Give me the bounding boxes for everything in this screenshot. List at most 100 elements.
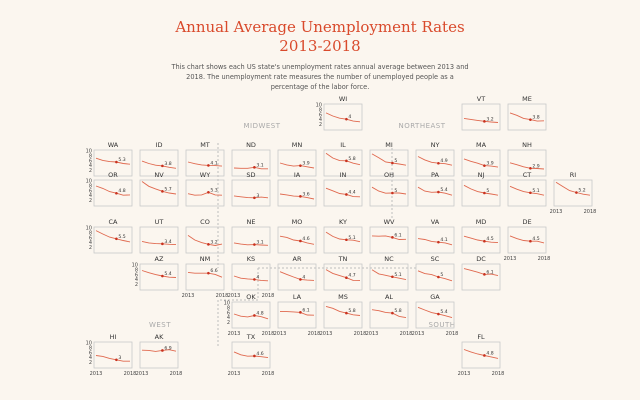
state-label-mi: MI — [385, 141, 393, 149]
state-label-or: OR — [108, 171, 118, 179]
state-point-ks — [253, 278, 256, 281]
y-tick-wi-6: 6 — [319, 112, 322, 118]
state-line-ar — [279, 271, 315, 281]
state-line-wv — [371, 235, 407, 240]
state-line-sc — [417, 270, 453, 282]
state-frame-ks — [231, 263, 271, 291]
state-point-pa — [437, 190, 440, 194]
y-tick-hi-6: 6 — [89, 350, 92, 356]
state-line-tn — [325, 269, 361, 282]
state-value-nd: 3.1 — [256, 162, 263, 168]
y-tick-hi-10: 10 — [86, 341, 92, 347]
state-value-va: 4.1 — [440, 237, 447, 243]
state-value-nh: 2.9 — [532, 163, 539, 169]
state-value-ny: 4.9 — [440, 158, 447, 164]
state-point-ak — [161, 349, 164, 352]
state-label-ms: MS — [338, 293, 348, 301]
y-tick-az-6: 6 — [135, 272, 138, 278]
state-line-ia — [279, 193, 315, 200]
y-tick-wa-2: 2 — [89, 168, 92, 174]
state-point-wa — [115, 160, 118, 164]
state-label-sd: SD — [246, 171, 255, 179]
state-line-ut — [141, 240, 177, 246]
state-frame-al — [369, 301, 409, 329]
state-frame-nh — [507, 149, 547, 177]
state-point-nc — [391, 275, 394, 279]
x-tick-la-end: 2018 — [308, 331, 321, 337]
state-frame-nj — [461, 179, 501, 207]
state-label-tx: TX — [246, 333, 256, 341]
state-point-al — [391, 311, 394, 315]
state-value-ut: 3.4 — [164, 239, 171, 245]
state-line-nh — [509, 162, 545, 170]
state-value-ok: 4.8 — [256, 310, 263, 316]
state-frame-ky — [323, 226, 363, 254]
x-tick-nm-start: 2013 — [182, 293, 195, 299]
state-label-md: MD — [476, 218, 487, 226]
state-frame-ak — [139, 341, 179, 369]
x-tick-ri-end: 2018 — [584, 209, 597, 215]
state-label-wy: WY — [200, 171, 210, 179]
x-tick-la-start: 2013 — [274, 331, 287, 337]
state-point-nd — [253, 166, 256, 169]
state-label-ok: OK — [246, 293, 256, 301]
state-label-tn: TN — [338, 255, 348, 263]
state-frame-vt — [461, 103, 501, 131]
x-tick-hi-start: 2013 — [90, 371, 103, 377]
state-point-va — [437, 240, 440, 244]
state-value-sd: 3 — [256, 193, 259, 199]
state-line-nv — [141, 181, 177, 195]
state-point-me — [529, 118, 532, 121]
state-frame-ri — [553, 179, 593, 207]
state-label-nd: ND — [246, 141, 256, 149]
y-tick-hi-4: 4 — [89, 355, 92, 361]
y-tick-wi-8: 8 — [319, 108, 322, 114]
y-tick-ca-10: 10 — [86, 226, 92, 232]
x-tick-de-start: 2013 — [504, 256, 517, 262]
state-label-ne: NE — [247, 218, 256, 226]
state-label-wa: WA — [108, 141, 119, 149]
y-tick-ok-2: 2 — [227, 320, 230, 326]
state-frame-la — [277, 301, 317, 329]
state-value-tn: 4.7 — [348, 273, 355, 279]
y-tick-hi-2: 2 — [89, 360, 92, 366]
state-frame-or — [93, 179, 133, 207]
state-value-wy: 5.3 — [210, 187, 217, 193]
state-line-in — [325, 187, 361, 198]
state-line-al — [371, 309, 407, 319]
state-frame-ut — [139, 226, 179, 254]
state-value-or: 4.8 — [118, 188, 125, 194]
state-frame-ms — [323, 301, 363, 329]
x-tick-ks-start: 2013 — [228, 293, 241, 299]
state-line-ok — [233, 313, 269, 320]
state-point-or — [115, 191, 118, 195]
state-frame-ga — [415, 301, 455, 329]
y-tick-az-8: 8 — [135, 268, 138, 274]
state-frame-il — [323, 149, 363, 177]
state-point-tx — [253, 354, 256, 358]
y-tick-or-10: 10 — [86, 179, 92, 185]
state-frame-fl — [461, 341, 501, 369]
state-point-ky — [345, 238, 348, 242]
y-tick-ca-8: 8 — [89, 231, 92, 237]
state-value-me: 3.8 — [532, 115, 539, 121]
state-label-me: ME — [522, 95, 532, 103]
state-point-az — [161, 274, 164, 278]
state-frame-nv — [139, 179, 179, 207]
state-value-il: 5.8 — [348, 156, 355, 162]
state-point-mo — [299, 239, 302, 243]
state-value-nj: 5 — [486, 188, 489, 194]
state-frame-va — [415, 226, 455, 254]
state-line-oh — [371, 186, 407, 195]
state-label-ar: AR — [293, 255, 302, 263]
state-line-ri — [555, 181, 591, 196]
state-label-ky: KY — [339, 218, 347, 226]
state-frame-nc — [369, 263, 409, 291]
x-tick-ks-end: 2018 — [262, 293, 275, 299]
state-line-va — [417, 238, 453, 246]
region-label-west: WEST — [149, 321, 171, 329]
state-value-wi: 4 — [348, 114, 351, 120]
state-value-sc: 5 — [440, 272, 443, 278]
state-line-sd — [233, 195, 269, 199]
